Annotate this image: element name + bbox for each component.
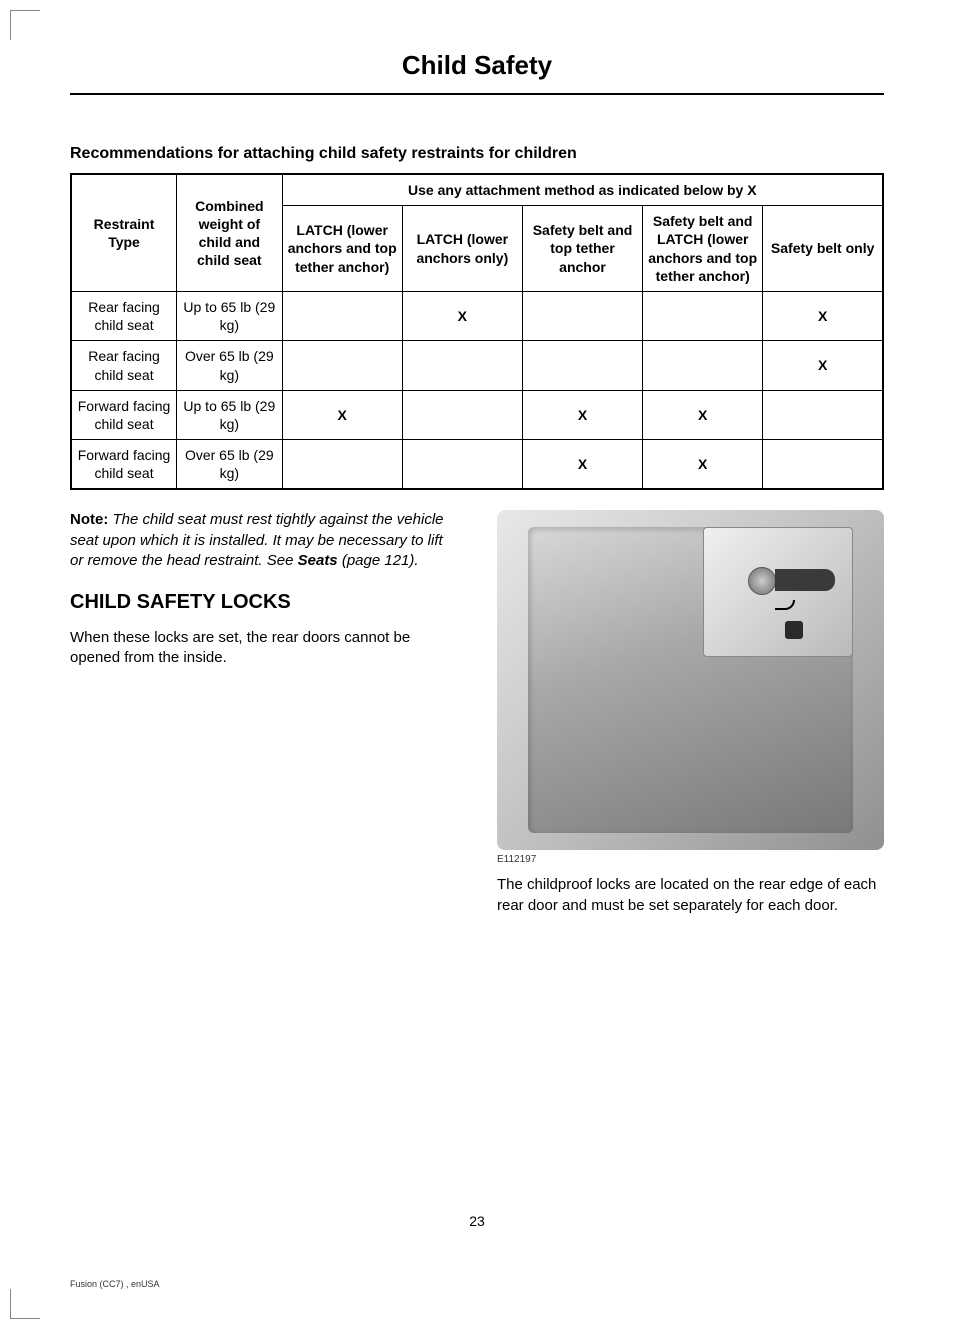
th-method: LATCH (lower anchors and top tether anch… — [282, 206, 402, 292]
cell-restraint: Rear facing child seat — [71, 291, 177, 340]
lock-slot-shape — [748, 567, 776, 595]
cell-weight: Over 65 lb (29 kg) — [177, 440, 283, 490]
two-column-section: Note: The child seat must rest tightly a… — [70, 510, 884, 916]
cell-weight: Up to 65 lb (29 kg) — [177, 291, 283, 340]
cell-x — [402, 440, 522, 490]
cell-x: X — [282, 390, 402, 439]
cell-x: X — [643, 440, 763, 490]
locks-heading: CHILD SAFETY LOCKS — [70, 591, 457, 614]
table-row: Forward facing child seat Over 65 lb (29… — [71, 440, 883, 490]
cell-weight: Up to 65 lb (29 kg) — [177, 390, 283, 439]
rotation-arrow-icon — [775, 600, 795, 610]
cell-restraint: Forward facing child seat — [71, 390, 177, 439]
note-page-ref: (page 121). — [338, 552, 419, 569]
th-method: Safety belt only — [763, 206, 883, 292]
cell-x — [282, 440, 402, 490]
right-column: E112197 The childproof locks are located… — [497, 510, 884, 916]
page-title: Child Safety — [70, 50, 884, 95]
cell-x: X — [643, 390, 763, 439]
th-restraint: Restraint Type — [71, 174, 177, 291]
cell-x: X — [402, 291, 522, 340]
key-shape — [775, 569, 835, 591]
cell-x — [643, 291, 763, 340]
cell-x — [643, 341, 763, 390]
th-method: LATCH (lower anchors only) — [402, 206, 522, 292]
th-weight: Combined weight of child and child seat — [177, 174, 283, 291]
cell-x — [282, 291, 402, 340]
cell-weight: Over 65 lb (29 kg) — [177, 341, 283, 390]
cell-x — [522, 341, 642, 390]
door-lock-illustration — [497, 510, 884, 850]
crop-mark — [10, 1289, 40, 1319]
left-column: Note: The child seat must rest tightly a… — [70, 510, 457, 916]
child-lock-icon — [785, 621, 803, 639]
table-row: Forward facing child seat Up to 65 lb (2… — [71, 390, 883, 439]
locks-intro: When these locks are set, the rear doors… — [70, 628, 457, 669]
cell-restraint: Rear facing child seat — [71, 341, 177, 390]
cell-restraint: Forward facing child seat — [71, 440, 177, 490]
crop-mark — [10, 10, 40, 40]
note-label: Note: — [70, 511, 108, 528]
cell-x — [402, 341, 522, 390]
table-row: Rear facing child seat Over 65 lb (29 kg… — [71, 341, 883, 390]
cell-x: X — [763, 291, 883, 340]
footer-text: Fusion (CC7) , enUSA — [70, 1279, 160, 1289]
cell-x — [763, 440, 883, 490]
th-method-span: Use any attachment method as indicated b… — [282, 174, 883, 206]
cell-x — [402, 390, 522, 439]
cell-x: X — [763, 341, 883, 390]
th-method: Safety belt and top tether anchor — [522, 206, 642, 292]
th-method: Safety belt and LATCH (lower anchors and… — [643, 206, 763, 292]
page-number: 23 — [469, 1213, 485, 1229]
cell-x — [282, 341, 402, 390]
table-caption: Recommendations for attaching child safe… — [70, 145, 884, 163]
cell-x — [763, 390, 883, 439]
cell-x — [522, 291, 642, 340]
note-paragraph: Note: The child seat must rest tightly a… — [70, 510, 457, 571]
seats-link: Seats — [298, 552, 338, 569]
restraint-table: Restraint Type Combined weight of child … — [70, 173, 884, 490]
cell-x: X — [522, 440, 642, 490]
cell-x: X — [522, 390, 642, 439]
table-row: Rear facing child seat Up to 65 lb (29 k… — [71, 291, 883, 340]
locks-description: The childproof locks are located on the … — [497, 875, 884, 916]
lock-detail-inset — [703, 527, 853, 657]
image-id: E112197 — [497, 854, 884, 865]
